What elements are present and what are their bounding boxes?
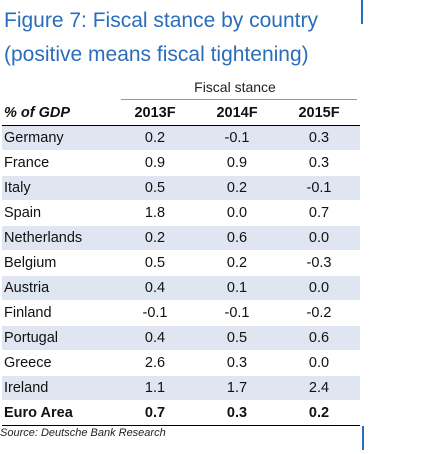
value-cell: 0.9	[196, 150, 278, 176]
table-row: Belgium 0.5 0.2 -0.3	[2, 250, 360, 276]
table-row: Ireland 1.1 1.7 2.4	[2, 375, 360, 401]
country-label: Spain	[2, 200, 114, 226]
value-cell: -0.1	[114, 300, 196, 326]
value-cell: 0.4	[114, 325, 196, 351]
value-cell: 2.6	[114, 350, 196, 376]
value-cell: 1.1	[114, 375, 196, 401]
value-cell: -0.1	[196, 125, 278, 151]
value-cell: 0.3	[278, 125, 360, 151]
country-label: Austria	[2, 275, 114, 301]
group-header-rule	[121, 99, 357, 100]
value-cell: 0.5	[196, 325, 278, 351]
table-row: Greece 2.6 0.3 0.0	[2, 350, 360, 376]
table-row: Spain 1.8 0.0 0.7	[2, 200, 360, 226]
value-cell: 0.4	[114, 275, 196, 301]
value-cell: 0.2	[114, 225, 196, 251]
value-cell: 2.4	[278, 375, 360, 401]
country-label: Greece	[2, 350, 114, 376]
bottom-accent-rule	[362, 426, 364, 450]
header-row: % of GDP 2013F 2014F 2015F	[2, 101, 360, 126]
country-label: France	[2, 150, 114, 176]
table-row: Portugal 0.4 0.5 0.6	[2, 325, 360, 351]
value-cell: -0.1	[278, 175, 360, 201]
row-header: % of GDP	[2, 101, 114, 126]
total-row: Euro Area 0.7 0.3 0.2	[2, 400, 360, 426]
country-label: Netherlands	[2, 225, 114, 251]
country-label: Portugal	[2, 325, 114, 351]
value-cell: 0.9	[114, 150, 196, 176]
value-cell: 0.3	[196, 350, 278, 376]
chart-title: Figure 7: Fiscal stance by country (posi…	[4, 6, 318, 70]
fiscal-stance-table: % of GDP 2013F 2014F 2015F Germany 0.2 -0.…	[2, 101, 360, 426]
country-label: Italy	[2, 175, 114, 201]
table-row: Italy 0.5 0.2 -0.1	[2, 175, 360, 201]
country-label: Finland	[2, 300, 114, 326]
table-row: France 0.9 0.9 0.3	[2, 150, 360, 176]
country-label: Belgium	[2, 250, 114, 276]
table-row: Finland -0.1 -0.1 -0.2	[2, 300, 360, 326]
column-header: 2014F	[196, 101, 278, 126]
group-header: Fiscal stance	[194, 79, 276, 95]
value-cell: 1.8	[114, 200, 196, 226]
value-cell: -0.3	[278, 250, 360, 276]
value-cell: 0.0	[278, 275, 360, 301]
total-value-cell: 0.2	[278, 400, 360, 426]
value-cell: 0.2	[196, 175, 278, 201]
title-line-1: Figure 7: Fiscal stance by country	[4, 9, 318, 32]
source-note: Source: Deutsche Bank Research	[0, 427, 166, 439]
total-value-cell: 0.3	[196, 400, 278, 426]
value-cell: 0.5	[114, 175, 196, 201]
value-cell: 0.6	[196, 225, 278, 251]
value-cell: 0.2	[196, 250, 278, 276]
value-cell: 0.0	[196, 200, 278, 226]
value-cell: -0.2	[278, 300, 360, 326]
table-body: Germany 0.2 -0.1 0.3 France 0.9 0.9 0.3 Italy 0.5…	[2, 125, 360, 426]
value-cell: -0.1	[196, 300, 278, 326]
table-row: Austria 0.4 0.1 0.0	[2, 275, 360, 301]
value-cell: 0.0	[278, 350, 360, 376]
total-value-cell: 0.7	[114, 400, 196, 426]
value-cell: 0.2	[114, 125, 196, 151]
value-cell: 0.3	[278, 150, 360, 176]
value-cell: 0.6	[278, 325, 360, 351]
value-cell: 0.1	[196, 275, 278, 301]
value-cell: 0.7	[278, 200, 360, 226]
table-row: Netherlands 0.2 0.6 0.0	[2, 225, 360, 251]
country-label: Germany	[2, 125, 114, 151]
column-header: 2013F	[114, 101, 196, 126]
title-line-2: (positive means fiscal tightening)	[4, 43, 309, 66]
country-label: Ireland	[2, 375, 114, 401]
total-label: Euro Area	[2, 400, 114, 426]
value-cell: 0.0	[278, 225, 360, 251]
column-header: 2015F	[278, 101, 360, 126]
table-row: Germany 0.2 -0.1 0.3	[2, 125, 360, 151]
top-accent-rule	[361, 0, 363, 24]
value-cell: 0.5	[114, 250, 196, 276]
value-cell: 1.7	[196, 375, 278, 401]
